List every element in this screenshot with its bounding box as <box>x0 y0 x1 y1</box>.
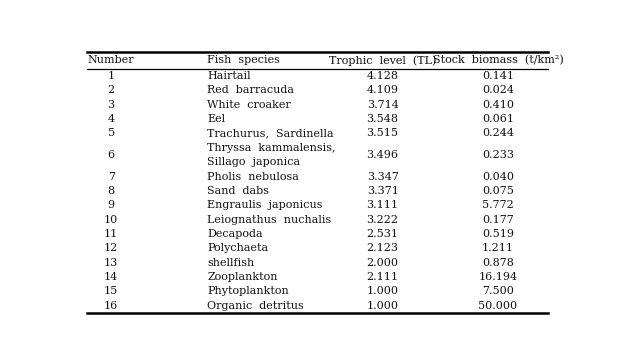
Text: 1.000: 1.000 <box>366 286 399 296</box>
Text: 8: 8 <box>108 186 115 196</box>
Text: 6: 6 <box>108 150 115 160</box>
Text: 12: 12 <box>104 243 118 253</box>
Text: 2.123: 2.123 <box>366 243 399 253</box>
Text: 16: 16 <box>104 301 118 311</box>
Text: Engraulis  japonicus: Engraulis japonicus <box>207 200 323 210</box>
Text: 0.141: 0.141 <box>482 71 514 81</box>
Text: 0.061: 0.061 <box>482 114 514 124</box>
Text: 5: 5 <box>108 129 115 139</box>
Text: Number: Number <box>88 55 135 65</box>
Text: White  croaker: White croaker <box>207 100 291 110</box>
Text: 1.000: 1.000 <box>366 301 399 311</box>
Text: 0.878: 0.878 <box>482 258 514 268</box>
Text: 2.531: 2.531 <box>366 229 399 239</box>
Text: 9: 9 <box>108 200 115 210</box>
Text: Organic  detritus: Organic detritus <box>207 301 304 311</box>
Text: Pholis  nebulosa: Pholis nebulosa <box>207 171 299 182</box>
Text: 4.109: 4.109 <box>366 86 399 95</box>
Text: Hairtail: Hairtail <box>207 71 251 81</box>
Text: Leiognathus  nuchalis: Leiognathus nuchalis <box>207 215 332 225</box>
Text: 3.515: 3.515 <box>366 129 399 139</box>
Text: Red  barracuda: Red barracuda <box>207 86 294 95</box>
Text: Trachurus,  Sardinella: Trachurus, Sardinella <box>207 129 334 139</box>
Text: Fish  species: Fish species <box>207 55 280 65</box>
Text: Decapoda: Decapoda <box>207 229 263 239</box>
Text: shellfish: shellfish <box>207 258 254 268</box>
Text: Phytoplankton: Phytoplankton <box>207 286 289 296</box>
Text: 11: 11 <box>104 229 118 239</box>
Text: 13: 13 <box>104 258 118 268</box>
Text: 2.111: 2.111 <box>366 272 399 282</box>
Text: 10: 10 <box>104 215 118 225</box>
Text: 0.519: 0.519 <box>482 229 514 239</box>
Text: Polychaeta: Polychaeta <box>207 243 268 253</box>
Text: Eel: Eel <box>207 114 225 124</box>
Text: 50.000: 50.000 <box>479 301 518 311</box>
Text: Thryssa  kammalensis,: Thryssa kammalensis, <box>207 143 336 153</box>
Text: 5.772: 5.772 <box>482 200 514 210</box>
Text: Sand  dabs: Sand dabs <box>207 186 269 196</box>
Text: 0.075: 0.075 <box>482 186 514 196</box>
Text: 3.111: 3.111 <box>366 200 399 210</box>
Text: Zooplankton: Zooplankton <box>207 272 278 282</box>
Text: 3.714: 3.714 <box>366 100 399 110</box>
Text: 0.024: 0.024 <box>482 86 514 95</box>
Text: 14: 14 <box>104 272 118 282</box>
Text: 3.222: 3.222 <box>366 215 399 225</box>
Text: 1: 1 <box>108 71 115 81</box>
Text: Sillago  japonica: Sillago japonica <box>207 157 300 167</box>
Text: 0.040: 0.040 <box>482 171 514 182</box>
Text: Trophic  level  (TL): Trophic level (TL) <box>329 55 436 66</box>
Text: 4: 4 <box>108 114 115 124</box>
Text: 0.410: 0.410 <box>482 100 514 110</box>
Text: 3: 3 <box>108 100 115 110</box>
Text: 4.128: 4.128 <box>366 71 399 81</box>
Text: 0.244: 0.244 <box>482 129 514 139</box>
Text: 7: 7 <box>108 171 115 182</box>
Text: 15: 15 <box>104 286 118 296</box>
Text: 3.548: 3.548 <box>366 114 399 124</box>
Text: 0.177: 0.177 <box>482 215 514 225</box>
Text: 2.000: 2.000 <box>366 258 399 268</box>
Text: 7.500: 7.500 <box>482 286 514 296</box>
Text: Stock  biomass  (t/km²): Stock biomass (t/km²) <box>433 55 564 65</box>
Text: 1.211: 1.211 <box>482 243 514 253</box>
Text: 3.371: 3.371 <box>366 186 399 196</box>
Text: 3.496: 3.496 <box>366 150 399 160</box>
Text: 3.347: 3.347 <box>366 171 399 182</box>
Text: 2: 2 <box>108 86 115 95</box>
Text: 0.233: 0.233 <box>482 150 514 160</box>
Text: 16.194: 16.194 <box>479 272 518 282</box>
